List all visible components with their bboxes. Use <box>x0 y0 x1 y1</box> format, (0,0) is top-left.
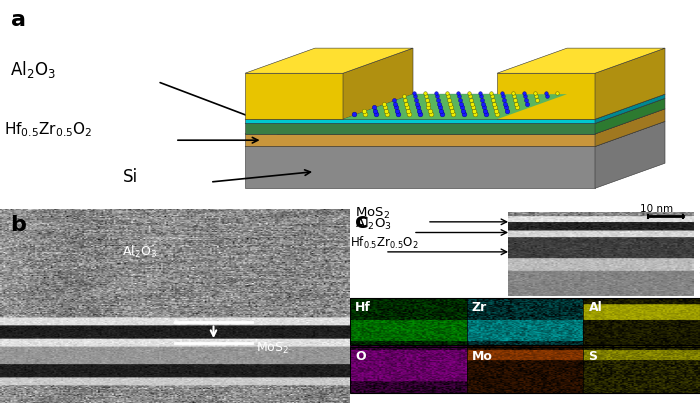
Bar <box>583 347 700 393</box>
Polygon shape <box>245 94 665 119</box>
Polygon shape <box>245 109 665 134</box>
Polygon shape <box>245 121 665 146</box>
Text: Hf: Hf <box>355 301 371 314</box>
Text: O: O <box>355 350 366 363</box>
Text: Al$_2$O$_3$: Al$_2$O$_3$ <box>122 244 158 260</box>
Polygon shape <box>343 94 567 119</box>
Bar <box>583 298 700 345</box>
Bar <box>350 347 467 393</box>
Text: 10 nm: 10 nm <box>640 204 673 214</box>
Bar <box>350 347 700 393</box>
Text: MoS$_2$: MoS$_2$ <box>355 206 390 221</box>
Polygon shape <box>595 98 665 134</box>
Polygon shape <box>595 48 665 119</box>
Polygon shape <box>595 94 665 123</box>
Text: Si: Si <box>699 264 700 277</box>
Bar <box>467 347 583 393</box>
Text: Zr: Zr <box>472 301 487 314</box>
Polygon shape <box>595 121 665 188</box>
Polygon shape <box>245 134 595 146</box>
Text: Hf$_{0.5}$Zr$_{0.5}$O$_2$: Hf$_{0.5}$Zr$_{0.5}$O$_2$ <box>4 120 92 139</box>
Polygon shape <box>343 48 413 119</box>
Polygon shape <box>595 109 665 146</box>
Bar <box>467 298 583 345</box>
Text: Si: Si <box>122 168 138 186</box>
Polygon shape <box>245 123 595 134</box>
Text: a: a <box>10 10 25 31</box>
Polygon shape <box>497 48 665 73</box>
Polygon shape <box>245 48 413 73</box>
Text: b: b <box>10 215 27 235</box>
Text: Al$_2$O$_3$: Al$_2$O$_3$ <box>355 216 392 232</box>
Text: S: S <box>589 350 598 363</box>
Text: c: c <box>355 212 368 232</box>
Text: Hf$_{0.5}$Zr$_{0.5}$O$_2$: Hf$_{0.5}$Zr$_{0.5}$O$_2$ <box>350 235 419 251</box>
Text: MoS$_2$: MoS$_2$ <box>256 341 288 356</box>
Text: Al: Al <box>589 301 602 314</box>
Polygon shape <box>245 98 665 123</box>
Text: Mo: Mo <box>472 350 493 363</box>
Polygon shape <box>245 73 343 119</box>
Polygon shape <box>245 146 595 188</box>
Polygon shape <box>245 119 595 123</box>
Bar <box>350 298 700 345</box>
Polygon shape <box>497 73 595 119</box>
Bar <box>350 298 467 345</box>
Text: Al$_2$O$_3$: Al$_2$O$_3$ <box>10 58 56 79</box>
